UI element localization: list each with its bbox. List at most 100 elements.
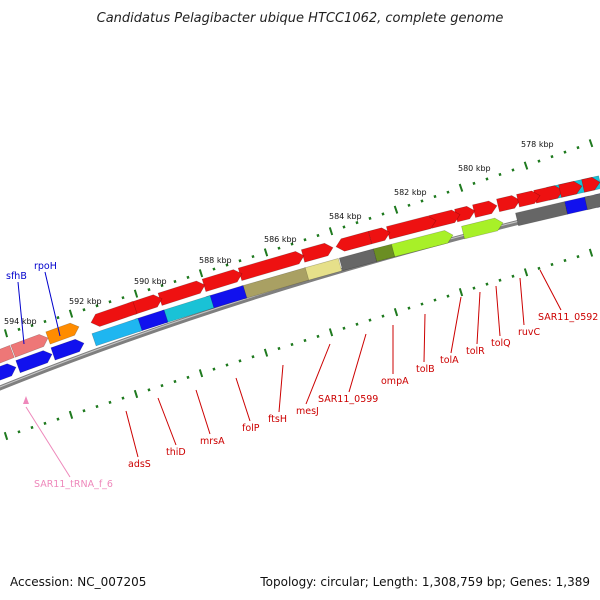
leader-ruvC [519, 277, 525, 326]
outer-minor-tick [368, 216, 372, 220]
leader-adsS [125, 410, 139, 458]
inner-minor-tick [95, 404, 99, 409]
gene-feature [15, 350, 53, 374]
inner-minor-tick [472, 286, 476, 290]
outer-minor-tick [251, 255, 255, 259]
outer-minor-tick [472, 181, 476, 185]
outer-minor-tick [108, 300, 112, 304]
gene-label-tolQ: tolQ [491, 338, 511, 349]
gene-feature [516, 190, 541, 208]
inner-minor-tick [56, 417, 60, 421]
gene-label-mesJ: mesJ [296, 406, 319, 417]
outer-minor-tick [160, 283, 164, 288]
map-title: Candidatus Pelagibacter ubique HTCC1062,… [97, 11, 504, 26]
inner-minor-tick [238, 359, 242, 363]
inner-minor-tick [407, 306, 411, 310]
inner-minor-tick [186, 375, 190, 379]
gene-label-SAR11_tRNA_f_6: SAR11_tRNA_f_6 [34, 479, 113, 490]
gene-feature [201, 269, 243, 292]
outer-minor-tick [316, 233, 320, 238]
gene-label-tolB: tolB [416, 364, 435, 375]
inner-minor-tick [576, 255, 580, 259]
inner-minor-tick [420, 302, 424, 306]
outer-major-tick [263, 248, 269, 257]
leader-tolQ [495, 285, 501, 337]
gene-label-adsS: adsS [128, 459, 151, 470]
outer-minor-tick [225, 263, 229, 267]
inner-minor-tick [485, 282, 489, 286]
leader-mesJ [305, 343, 331, 405]
inner-minor-tick [290, 342, 294, 347]
tick-label-592: 592 kbp [69, 297, 102, 306]
accession-text: Accession: NC_007205 [10, 575, 146, 589]
gene-label-sfhB: sfhB [6, 271, 27, 282]
gene-label-SAR11_0599: SAR11_0599 [318, 394, 378, 405]
inner-major-tick [68, 410, 74, 420]
outer-major-tick [68, 309, 74, 318]
inner-minor-tick [368, 318, 372, 322]
gene-feature [0, 345, 15, 364]
tick-label-586: 586 kbp [264, 235, 297, 244]
gene-feature-rpoH [45, 322, 80, 345]
inner-minor-tick [550, 262, 554, 267]
inner-minor-tick [277, 346, 281, 351]
genome-summary-text: Topology: circular; Length: 1,308,759 bp… [259, 575, 590, 589]
outer-major-tick [198, 269, 204, 278]
inner-minor-tick [17, 430, 21, 434]
tick-label-578: 578 kbp [521, 140, 554, 149]
outer-minor-tick [355, 221, 359, 225]
outer-minor-tick [511, 168, 515, 172]
outer-tick-row [3, 139, 594, 338]
outer-minor-tick [17, 327, 21, 331]
inner-minor-tick [225, 363, 229, 367]
inner-minor-tick [563, 258, 567, 263]
gene-feature [335, 230, 373, 252]
gene-feature [515, 201, 568, 227]
tick-label-594: 594 kbp [4, 317, 37, 326]
outer-minor-tick [407, 203, 411, 207]
outer-minor-tick [550, 155, 554, 159]
outer-minor-tick [186, 275, 190, 279]
outer-minor-tick [303, 238, 307, 242]
tick-label-590: 590 kbp [134, 277, 167, 286]
gene-feature [372, 243, 396, 262]
gene-feature [237, 251, 305, 281]
outer-minor-tick [563, 150, 567, 154]
outer-major-tick [328, 227, 334, 236]
outer-minor-tick [212, 267, 216, 271]
inner-minor-tick [537, 266, 541, 270]
outer-minor-tick [290, 242, 294, 246]
inner-minor-tick [251, 355, 255, 359]
outer-minor-tick [576, 146, 580, 150]
inner-minor-tick [355, 322, 359, 326]
label-leader-lines [17, 269, 562, 478]
outer-minor-tick [537, 159, 541, 163]
leader-thiD [157, 397, 177, 446]
outer-minor-tick [238, 259, 242, 263]
trna-marker [23, 396, 29, 404]
gene-feature [91, 317, 143, 347]
gene-label-rpoH: rpoH [34, 261, 57, 272]
gene-feature [581, 176, 600, 193]
tick-label-588: 588 kbp [199, 256, 232, 265]
gene-features [0, 175, 600, 381]
inner-minor-tick [121, 396, 125, 400]
tick-label-582: 582 kbp [394, 188, 427, 197]
gene-label-folP: folP [242, 423, 260, 434]
tick-label-584: 584 kbp [329, 212, 362, 221]
outer-minor-tick [485, 177, 489, 181]
outer-minor-tick [498, 172, 502, 177]
gene-feature-sfhB [10, 334, 49, 358]
gene-feature [386, 215, 437, 240]
inner-minor-tick [82, 409, 86, 413]
inner-minor-tick [433, 298, 437, 302]
inner-minor-tick [43, 421, 47, 425]
outer-minor-tick [433, 194, 437, 199]
inner-major-tick [263, 348, 269, 357]
inner-minor-tick [342, 326, 346, 330]
outer-major-tick [133, 289, 139, 298]
leader-SAR11_0599 [348, 333, 367, 393]
outer-minor-tick [381, 212, 385, 216]
inner-minor-tick [381, 314, 385, 318]
outer-minor-tick [30, 323, 34, 328]
